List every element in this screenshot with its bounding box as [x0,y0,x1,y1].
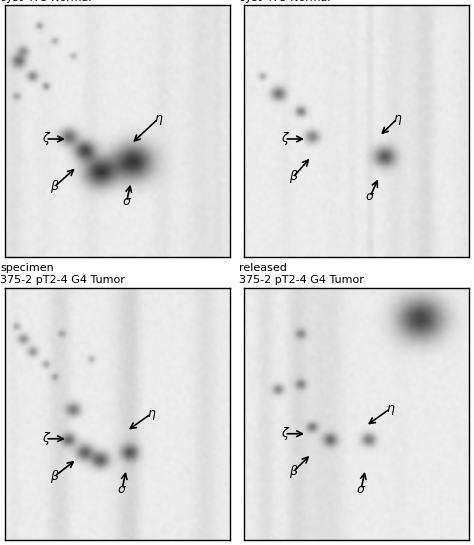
Text: η: η [147,407,155,420]
Text: ζ: ζ [42,132,49,146]
Text: released
375-2 pT2-4 G4 Tumor: released 375-2 pT2-4 G4 Tumor [239,263,364,286]
Text: β: β [289,465,297,478]
Text: ζ: ζ [42,432,49,445]
Text: η: η [386,402,394,415]
Text: β: β [289,170,297,183]
Text: β: β [50,470,58,483]
Text: η: η [154,112,162,125]
Text: σ: σ [366,190,374,203]
Text: σ: σ [118,483,126,495]
Text: specimen
cyst 473 Normal: specimen cyst 473 Normal [0,0,92,3]
Text: σ: σ [123,196,130,208]
Text: σ: σ [357,483,365,495]
Text: η: η [393,112,401,125]
Text: specimen
375-2 pT2-4 G4 Tumor: specimen 375-2 pT2-4 G4 Tumor [0,263,125,286]
Text: ζ: ζ [281,427,288,440]
Text: released
cyst 473 Normal: released cyst 473 Normal [239,0,331,3]
Text: β: β [50,180,58,193]
Text: ζ: ζ [281,132,288,146]
